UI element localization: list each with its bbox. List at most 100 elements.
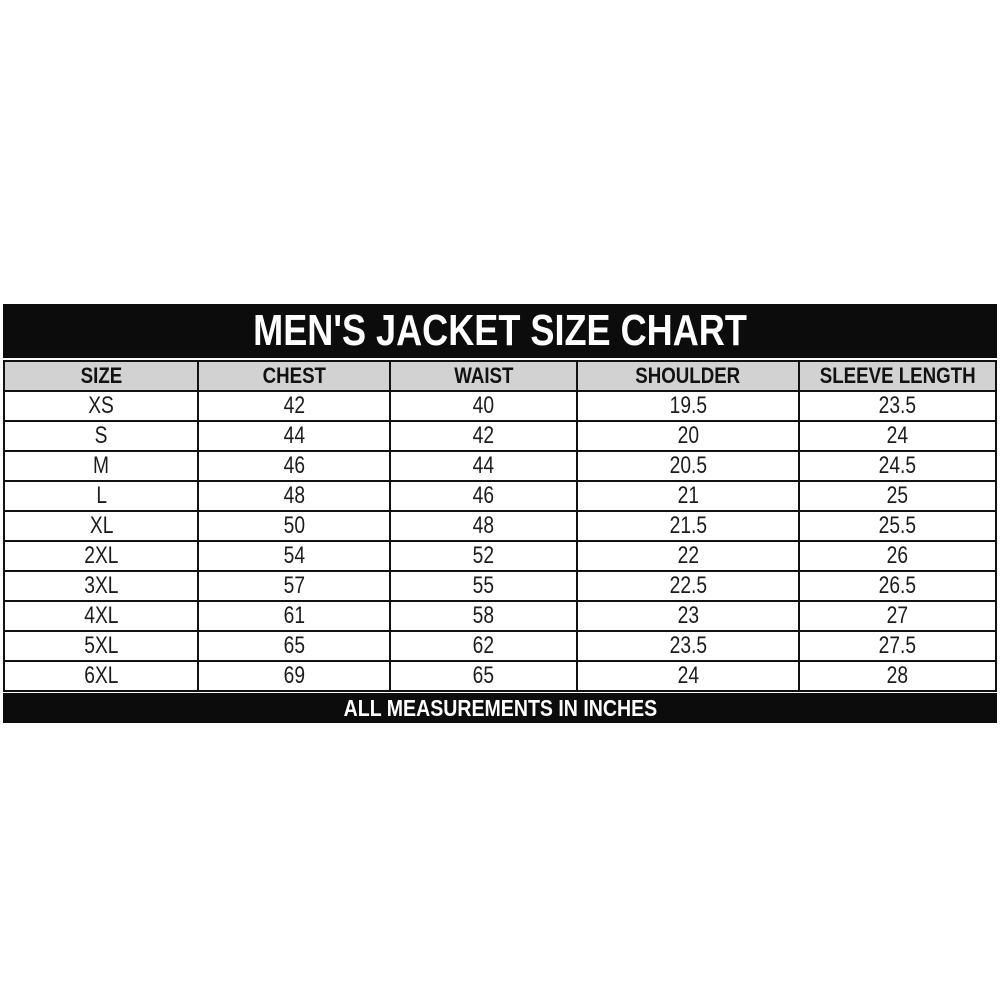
cell-value: 23.5 (878, 392, 916, 419)
table-row: XS 42 40 19.5 23.5 (2, 390, 998, 422)
measurement-cell: 48 (388, 510, 579, 542)
chart-title-bar: MEN'S JACKET SIZE CHART (3, 304, 997, 358)
measurement-cell: 26 (797, 540, 998, 572)
column-header-label: SLEEVE LENGTH (819, 363, 976, 388)
measurement-cell: 24 (576, 660, 800, 692)
cell-value: 24 (886, 422, 908, 449)
column-header-label: CHEST (262, 363, 326, 388)
column-header-waist: WAIST (388, 360, 579, 392)
column-header-chest: CHEST (197, 360, 391, 392)
cell-value: 22.5 (669, 572, 707, 599)
cell-value: 20 (677, 422, 699, 449)
measurement-cell: 44 (197, 420, 391, 452)
table-row: 2XL 54 52 22 26 (2, 540, 998, 572)
cell-value: 42 (472, 422, 495, 449)
measurement-cell: 55 (388, 570, 579, 602)
measurement-cell: 65 (388, 660, 579, 692)
measurement-cell: 54 (197, 540, 391, 572)
cell-value: 44 (283, 422, 305, 449)
measurement-cell: 27.5 (797, 630, 998, 662)
cell-value: 48 (283, 482, 305, 509)
measurement-cell: 23.5 (576, 630, 800, 662)
cell-value: 46 (283, 452, 305, 479)
cell-value: 65 (472, 662, 495, 689)
cell-value: 52 (472, 542, 495, 569)
column-header-label: WAIST (454, 363, 514, 388)
measurement-cell: 20.5 (576, 450, 800, 482)
measurement-cell: 62 (388, 630, 579, 662)
chart-footer-bar: ALL MEASUREMENTS IN INCHES (3, 693, 997, 723)
cell-value: 5XL (84, 632, 119, 659)
cell-value: 25 (886, 482, 908, 509)
size-chart: MEN'S JACKET SIZE CHART SIZE CHEST WAIST SH… (2, 304, 998, 723)
cell-value: 23 (677, 602, 699, 629)
table-row: 5XL 65 62 23.5 27.5 (2, 630, 998, 662)
measurement-cell: 65 (197, 630, 391, 662)
cell-value: 55 (472, 572, 495, 599)
footer-note: ALL MEASUREMENTS IN INCHES (343, 695, 657, 721)
size-cell: 2XL (2, 540, 200, 572)
measurement-cell: 50 (197, 510, 391, 542)
size-cell: 4XL (2, 600, 200, 632)
cell-value: 27 (886, 602, 908, 629)
cell-value: 24 (677, 662, 699, 689)
cell-value: 22 (677, 542, 699, 569)
size-cell: L (2, 480, 200, 512)
cell-value: 65 (283, 632, 305, 659)
cell-value: 46 (472, 482, 495, 509)
table-header-row: SIZE CHEST WAIST SHOULDER SLEEVE LENGTH (2, 360, 998, 392)
measurement-cell: 28 (797, 660, 998, 692)
cell-value: 62 (472, 632, 495, 659)
table-row: XL 50 48 21.5 25.5 (2, 510, 998, 542)
table-row: 3XL 57 55 22.5 26.5 (2, 570, 998, 602)
cell-value: L (95, 482, 107, 509)
measurement-cell: 25 (797, 480, 998, 512)
measurement-cell: 57 (197, 570, 391, 602)
cell-value: 48 (472, 512, 495, 539)
table-row: S 44 42 20 24 (2, 420, 998, 452)
chart-title: MEN'S JACKET SIZE CHART (253, 306, 747, 355)
measurement-cell: 24.5 (797, 450, 998, 482)
cell-value: 21 (677, 482, 699, 509)
cell-value: S (94, 422, 108, 449)
measurement-cell: 42 (388, 420, 579, 452)
cell-value: XS (88, 392, 115, 419)
measurement-cell: 23.5 (797, 390, 998, 422)
cell-value: 25.5 (878, 512, 916, 539)
measurement-cell: 46 (197, 450, 391, 482)
measurement-cell: 21 (576, 480, 800, 512)
measurement-cell: 46 (388, 480, 579, 512)
measurement-cell: 25.5 (797, 510, 998, 542)
cell-value: 26 (886, 542, 908, 569)
cell-value: 6XL (84, 662, 119, 689)
cell-value: 44 (472, 452, 495, 479)
cell-value: 69 (283, 662, 305, 689)
cell-value: 61 (283, 602, 305, 629)
measurement-cell: 69 (197, 660, 391, 692)
measurement-cell: 48 (197, 480, 391, 512)
cell-value: 4XL (84, 602, 119, 629)
measurement-cell: 19.5 (576, 390, 800, 422)
column-header-label: SHOULDER (635, 363, 741, 388)
size-cell: M (2, 450, 200, 482)
cell-value: 58 (472, 602, 495, 629)
cell-value: 3XL (84, 572, 119, 599)
cell-value: 40 (472, 392, 495, 419)
column-header-sleeve-length: SLEEVE LENGTH (797, 360, 998, 392)
cell-value: 21.5 (669, 512, 707, 539)
cell-value: 23.5 (669, 632, 707, 659)
size-cell: XS (2, 390, 200, 422)
cell-value: 20.5 (669, 452, 707, 479)
cell-value: 42 (283, 392, 305, 419)
table-row: 4XL 61 58 23 27 (2, 600, 998, 632)
column-header-shoulder: SHOULDER (576, 360, 800, 392)
column-header-label: SIZE (80, 363, 122, 388)
measurement-cell: 22.5 (576, 570, 800, 602)
cell-value: 54 (283, 542, 305, 569)
measurement-cell: 20 (576, 420, 800, 452)
measurement-cell: 26.5 (797, 570, 998, 602)
cell-value: 19.5 (669, 392, 707, 419)
cell-value: 27.5 (878, 632, 916, 659)
size-cell: S (2, 420, 200, 452)
